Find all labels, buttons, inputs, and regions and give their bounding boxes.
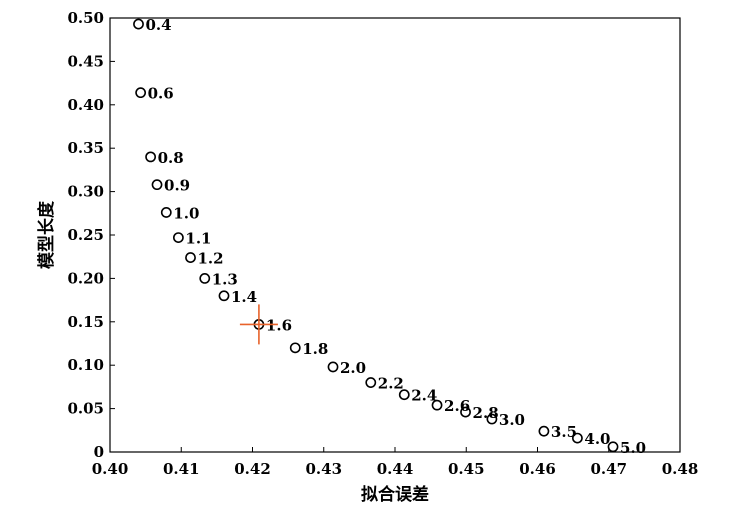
y-axis-title: 模型长度 [36,200,57,269]
data-point-marker [398,389,410,401]
data-point-label: 2.2 [378,375,404,393]
x-tick-label: 0.48 [662,460,699,478]
highlight-marker [239,304,278,345]
y-tick-label: 0.45 [67,52,104,70]
data-point-label: 1.4 [231,288,257,306]
data-point-label: 0.4 [146,16,172,34]
data-point-marker [218,290,230,302]
data-point-label: 5.0 [620,439,646,457]
data-point-marker [460,406,471,418]
data-point-marker [135,87,147,99]
y-tick-label: 0.50 [67,9,104,27]
x-tick-label: 0.42 [234,460,271,478]
x-tick-label: 0.43 [305,460,342,478]
data-point-marker [486,413,498,425]
data-point-label: 3.5 [551,423,577,441]
x-tick-label: 0.41 [163,460,200,478]
y-tick-label: 0.15 [67,313,104,331]
data-point-label: 1.1 [185,230,211,248]
data-point-label: 1.2 [198,250,224,268]
data-point-label: 2.0 [340,359,366,377]
data-point-label: 2.4 [411,387,437,405]
data-point-marker [199,272,211,284]
data-point-label: 0.6 [148,85,174,103]
data-point-marker [607,441,619,453]
data-point-marker [327,361,339,373]
data-point-marker [160,207,172,218]
data-point-marker [365,377,377,388]
data-point-marker [151,179,163,191]
data-point-label: 1.0 [173,204,199,222]
x-tick-label: 0.40 [92,460,129,478]
x-tick-label: 0.44 [377,460,414,478]
y-tick-label: 0.30 [67,183,104,201]
y-tick-label: 0.35 [67,139,104,157]
y-tick-labels: 0 0.05 0.10 0.15 0.20 0.25 0.30 0.35 0.40 0.45 0.5… [67,9,104,461]
data-point-label: 1.3 [212,270,238,288]
data-point-marker [431,399,443,411]
y-tick-label: 0 [94,443,104,461]
data-points: 0.4 0.6 0.8 0.9 1.0 1.1 1.2 1.31.4 1.6 1.8 2.0 2.2 2… [133,16,646,457]
data-point-label: 1.8 [302,340,328,358]
axis-ticks [109,17,681,453]
data-point-marker [133,18,144,30]
data-point-label: 0.8 [158,149,184,167]
x-tick-label: 0.47 [590,460,627,478]
data-point-marker [289,342,301,354]
data-point-label: 0.9 [164,177,190,195]
x-tick-label: 0.45 [448,460,485,478]
y-tick-label: 0.25 [67,226,104,244]
data-point-marker [145,151,157,163]
y-tick-label: 0.10 [67,356,104,374]
data-point-label: 4.0 [584,430,610,448]
data-point-marker [172,232,184,244]
data-point-marker [185,252,196,263]
y-tick-label: 0.40 [67,96,104,114]
x-tick-label: 0.46 [519,460,556,478]
x-tick-labels: 0.40 0.41 0.42 0.43 0.44 0.45 0.46 0.47 0.48 [92,460,699,478]
x-axis-title: 拟合误差 [361,484,429,505]
data-point-label: 1.6 [266,316,292,334]
data-point-marker [572,432,583,444]
data-point-label: 2.8 [473,404,499,422]
y-tick-label: 0.05 [67,400,104,418]
data-point-marker [538,425,550,437]
data-point-label: 3.0 [499,411,525,429]
y-tick-label: 0.20 [67,269,104,287]
data-point-label: 2.6 [444,397,470,415]
